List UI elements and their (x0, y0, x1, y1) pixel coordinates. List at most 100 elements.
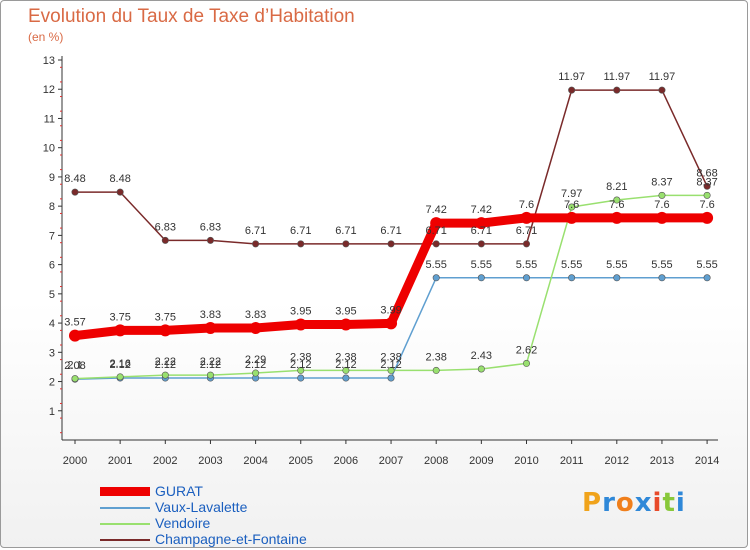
data-point (701, 211, 714, 224)
data-label: 5.55 (696, 259, 717, 271)
data-point (206, 236, 214, 244)
data-label: 7.6 (564, 199, 579, 211)
data-point (252, 240, 260, 248)
data-label: 11.97 (603, 71, 630, 83)
data-label: 7.6 (699, 199, 714, 211)
x-tick-label: 2003 (198, 455, 222, 467)
y-tick-label: 8 (49, 201, 55, 213)
data-label: 5.55 (651, 259, 672, 271)
data-label: 5.55 (471, 259, 492, 271)
data-label: 6.71 (471, 225, 492, 237)
data-point (342, 240, 350, 248)
data-point (610, 211, 623, 224)
data-label: 3.99 (380, 304, 401, 316)
data-point (159, 324, 172, 337)
data-point (387, 240, 395, 248)
data-label: 7.42 (425, 204, 446, 216)
x-tick-label: 2001 (108, 455, 132, 467)
y-tick-label: 3 (49, 347, 55, 359)
data-point (385, 317, 398, 330)
y-tick-label: 11 (44, 113, 55, 125)
data-label: 2.12 (245, 359, 266, 371)
data-point (294, 318, 307, 331)
data-point (568, 86, 576, 94)
data-point (655, 211, 668, 224)
data-point (522, 359, 530, 367)
logo-letter: o (615, 488, 635, 518)
data-point (613, 86, 621, 94)
data-label: 5.55 (561, 259, 582, 271)
x-tick-label: 2014 (695, 455, 719, 467)
data-point (658, 191, 666, 199)
data-point (69, 329, 81, 342)
data-point (430, 217, 443, 230)
data-label: 6.83 (200, 221, 221, 233)
x-tick-label: 2010 (514, 455, 538, 467)
data-point (116, 188, 124, 196)
data-label: 3.83 (200, 309, 221, 321)
data-label: 7.42 (471, 204, 492, 216)
data-label: 2.38 (425, 351, 446, 363)
data-point (568, 203, 576, 211)
logo-letter: P (582, 488, 603, 518)
legend-swatch (100, 507, 150, 509)
logo-letter: t (662, 488, 676, 518)
data-label: 5.55 (425, 259, 446, 271)
x-tick-label: 2002 (153, 455, 177, 467)
data-label: 2.12 (109, 359, 130, 371)
data-point (297, 374, 305, 382)
data-point (204, 322, 217, 335)
data-label: 6.71 (516, 225, 537, 237)
data-label: 3.57 (64, 317, 85, 329)
data-label: 11.97 (558, 71, 585, 83)
data-label: 6.71 (245, 225, 266, 237)
data-point (339, 318, 352, 331)
data-point (387, 374, 395, 382)
legend-label: Vaux-Lavalette (155, 499, 248, 515)
data-point (71, 188, 79, 196)
data-point (613, 196, 621, 204)
logo-letter: i (652, 488, 663, 518)
data-point (249, 322, 262, 335)
y-tick-label: 4 (49, 318, 55, 330)
data-point (342, 366, 350, 374)
data-label: 5.55 (606, 259, 627, 271)
data-point (432, 366, 440, 374)
chart-subtitle: (en %) (28, 30, 64, 44)
logo-letter: r (602, 488, 616, 518)
legend-label: Champagne-et-Fontaine (155, 531, 307, 547)
data-point (703, 182, 711, 190)
data-point (477, 365, 485, 373)
data-label: 2.12 (335, 359, 356, 371)
data-label: 2.08 (64, 360, 85, 372)
data-point (477, 274, 485, 282)
data-point (522, 240, 530, 248)
data-label: 3.95 (335, 306, 356, 318)
y-tick-label: 10 (43, 143, 55, 155)
x-tick-label: 2013 (650, 455, 674, 467)
x-tick-label: 2000 (63, 455, 87, 467)
data-label: 2.16 (109, 358, 130, 370)
x-tick-label: 2007 (379, 455, 403, 467)
x-tick-label: 2008 (424, 455, 448, 467)
data-point (432, 240, 440, 248)
y-tick-label: 12 (43, 84, 55, 96)
data-point (703, 274, 711, 282)
x-tick-label: 2005 (289, 455, 313, 467)
data-label: 2.12 (380, 359, 401, 371)
x-tick-label: 2011 (560, 455, 584, 467)
y-tick-label: 7 (49, 230, 55, 242)
y-tick-label: 9 (49, 172, 55, 184)
data-label: 6.71 (290, 225, 311, 237)
data-label: 7.97 (561, 188, 582, 200)
data-label: 6.71 (335, 225, 356, 237)
data-point (613, 274, 621, 282)
data-label: 5.55 (516, 259, 537, 271)
data-label: 2.62 (516, 344, 537, 356)
data-label: 3.75 (155, 311, 176, 323)
data-label: 2.43 (471, 350, 492, 362)
data-label: 8.37 (651, 176, 672, 188)
data-label: 2.38 (290, 351, 311, 363)
data-label: 2.22 (200, 356, 221, 368)
data-label: 8.21 (606, 181, 627, 193)
